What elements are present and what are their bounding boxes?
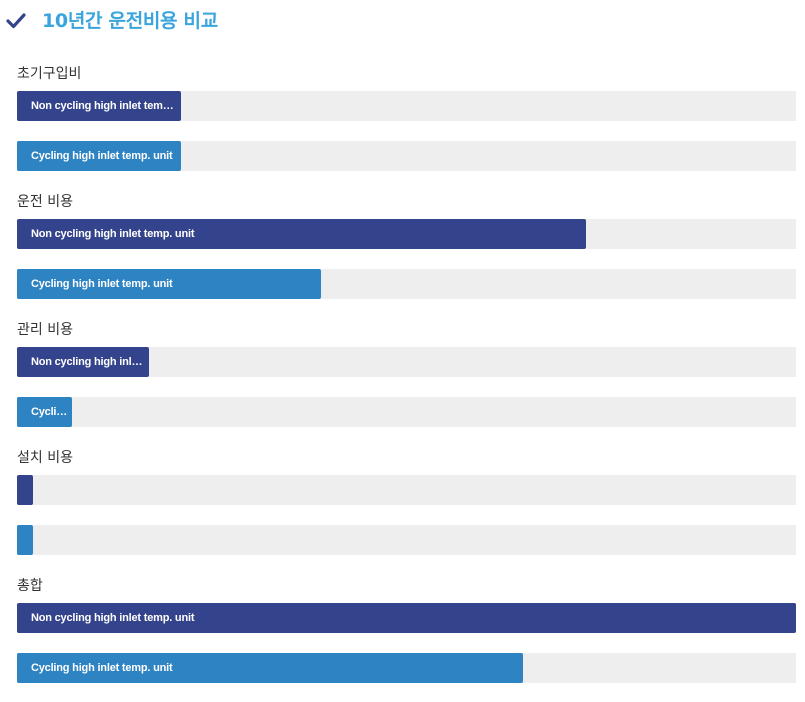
- bar-cycling: Cycling high inlet temp. unit: [17, 397, 72, 427]
- category-group: 설치 비용 Non cycling high inlet temp. unit Cy…: [17, 446, 796, 574]
- bar-track: Cycling high inlet temp. unit: [17, 269, 796, 299]
- bar-non-cycling: Non cycling high inlet temp. unit: [17, 475, 33, 505]
- bar-non-cycling: Non cycling high inlet temp. unit: [17, 347, 149, 377]
- bar-cycling: Cycling high inlet temp. unit: [17, 525, 33, 555]
- bar-label: Non cycling high inlet temp. unit: [31, 612, 195, 624]
- bar-track: Cycling high inlet temp. unit: [17, 653, 796, 683]
- bar-label: Non cycling high inlet temp. unit: [31, 228, 195, 240]
- category-group: 초기구입비 Non cycling high inlet temp. unit Cy…: [17, 62, 796, 190]
- category-group: 운전 비용 Non cycling high inlet temp. unit Cy…: [17, 190, 796, 318]
- section-header: 10년간 운전비용 비교: [6, 4, 218, 34]
- category-label: 총합: [17, 578, 43, 594]
- bar-track: Cycling high inlet temp. unit: [17, 525, 796, 555]
- category-group: 총합 Non cycling high inlet temp. unit Cycli…: [17, 574, 796, 702]
- bar-cycling: Cycling high inlet temp. unit: [17, 653, 523, 683]
- bar-cycling: Cycling high inlet temp. unit: [17, 141, 181, 171]
- bar-non-cycling: Non cycling high inlet temp. unit: [17, 91, 181, 121]
- category-group: 관리 비용 Non cycling high inlet temp. unit Cy…: [17, 318, 796, 446]
- category-label: 운전 비용: [17, 194, 73, 210]
- bar-track: Non cycling high inlet temp. unit: [17, 347, 796, 377]
- bar-track: Cycling high inlet temp. unit: [17, 397, 796, 427]
- category-label: 초기구입비: [17, 66, 82, 82]
- bar-label: Cycling high inlet temp. unit: [31, 278, 173, 290]
- bar-label: Cycling high inlet temp. unit: [31, 406, 72, 418]
- bar-track: Cycling high inlet temp. unit: [17, 141, 796, 171]
- bar-cycling: Cycling high inlet temp. unit: [17, 269, 321, 299]
- bar-track: Non cycling high inlet temp. unit: [17, 91, 796, 121]
- category-label: 설치 비용: [17, 450, 73, 466]
- bar-label: Cycling high inlet temp. unit: [31, 150, 173, 162]
- bar-label: Non cycling high inlet temp. unit: [31, 356, 149, 368]
- bar-track: Non cycling high inlet temp. unit: [17, 475, 796, 505]
- bar-non-cycling: Non cycling high inlet temp. unit: [17, 603, 796, 633]
- bar-track: Non cycling high inlet temp. unit: [17, 219, 796, 249]
- bar-chart: 초기구입비 Non cycling high inlet temp. unit Cy…: [17, 62, 796, 702]
- category-label: 관리 비용: [17, 322, 73, 338]
- checkmark-icon: [6, 11, 26, 31]
- bar-non-cycling: Non cycling high inlet temp. unit: [17, 219, 586, 249]
- bar-label: Non cycling high inlet temp. unit: [31, 100, 181, 112]
- chart-title: 10년간 운전비용 비교: [42, 9, 218, 32]
- bar-label: Cycling high inlet temp. unit: [31, 662, 173, 674]
- bar-track: Non cycling high inlet temp. unit: [17, 603, 796, 633]
